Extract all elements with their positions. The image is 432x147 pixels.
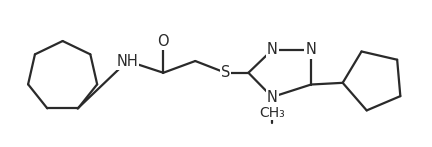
Text: N: N (267, 42, 278, 57)
Text: N: N (267, 90, 278, 105)
Text: O: O (158, 34, 169, 49)
Text: NH: NH (117, 54, 138, 69)
Text: S: S (221, 65, 230, 80)
Text: N: N (305, 42, 317, 57)
Text: CH₃: CH₃ (259, 106, 285, 120)
